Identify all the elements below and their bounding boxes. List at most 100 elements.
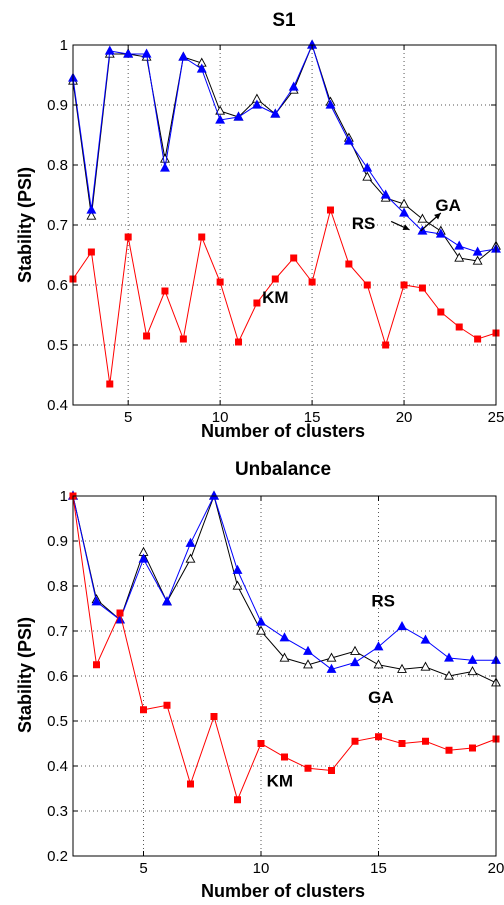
data-point-rs <box>343 135 354 145</box>
data-point-rs <box>251 99 262 109</box>
y-tick-label: 0.2 <box>47 848 68 865</box>
data-point-ga <box>279 652 290 662</box>
data-point-rs <box>472 246 483 256</box>
data-point-km <box>163 701 171 709</box>
data-point-ga <box>444 670 454 680</box>
data-point-km <box>281 753 288 761</box>
data-point-km <box>351 737 359 745</box>
data-point-km <box>304 764 312 772</box>
data-point-rs <box>162 596 172 606</box>
data-point-rs <box>279 632 290 642</box>
data-point-km <box>326 206 334 214</box>
annotation-ga: GA <box>368 688 394 707</box>
chart-s1: S1 Number of clusters Stability (PSI) 5 1… <box>15 10 504 441</box>
data-point-km <box>418 284 426 292</box>
data-point-km <box>87 248 95 256</box>
data-point-km <box>437 308 445 316</box>
x-axis-label: Number of clusters <box>201 881 365 901</box>
data-point-rs <box>159 162 170 172</box>
y-tick-label: 0.4 <box>47 758 68 775</box>
data-point-ga <box>467 666 478 676</box>
data-point-km <box>328 767 335 774</box>
series-line-km <box>72 208 497 385</box>
data-point-rs <box>362 162 373 172</box>
data-point-ga <box>454 252 465 262</box>
data-point-ga <box>420 661 431 671</box>
data-point-km <box>469 744 476 752</box>
data-point-rs <box>288 81 299 91</box>
annotation-km: KM <box>267 771 293 790</box>
data-point-rs <box>178 51 189 61</box>
annotation-km: KM <box>262 288 288 307</box>
x-tick-label: 15 <box>304 409 321 426</box>
data-point-rs <box>444 652 454 662</box>
data-point-ga <box>417 213 428 223</box>
data-point-ga <box>185 553 196 563</box>
y-tick-label: 0.5 <box>47 713 68 730</box>
data-point-km <box>106 380 114 388</box>
y-tick-label: 0.9 <box>47 533 68 550</box>
annotation-rs: RS <box>371 591 395 610</box>
data-point-rs <box>380 189 391 199</box>
data-point-rs <box>185 537 196 547</box>
data-point-ga <box>472 255 483 265</box>
data-point-rs <box>467 654 478 664</box>
y-tick-label: 0.6 <box>47 668 68 685</box>
data-point-rs <box>326 663 337 673</box>
data-point-rs <box>232 564 243 574</box>
y-tick-label: 0.9 <box>47 97 68 114</box>
y-tick-label: 0.6 <box>47 277 68 294</box>
y-tick-label: 0.7 <box>47 217 68 234</box>
data-point-ga <box>215 105 226 115</box>
data-point-ga <box>373 659 384 669</box>
data-point-km <box>271 275 279 283</box>
data-point-rs <box>350 657 360 667</box>
data-point-km <box>375 733 382 741</box>
data-point-km <box>116 609 124 617</box>
data-point-rs <box>123 48 134 58</box>
data-point-rs <box>373 641 384 651</box>
data-point-rs <box>435 228 446 238</box>
data-point-km <box>198 233 206 241</box>
y-axis-label: Stability (PSI) <box>15 617 35 733</box>
y-tick-label: 0.3 <box>47 803 68 820</box>
data-point-km <box>455 323 463 331</box>
data-point-km <box>234 796 241 804</box>
y-tick-label: 0.7 <box>47 623 68 640</box>
data-point-rs <box>138 553 149 563</box>
data-point-rs <box>417 225 428 235</box>
data-point-km <box>400 281 408 289</box>
y-tick-label: 0.8 <box>47 157 68 174</box>
data-point-km <box>345 260 353 268</box>
data-point-km <box>235 338 243 346</box>
chart-title: Unbalance <box>235 459 331 480</box>
data-point-rs <box>141 48 152 58</box>
x-tick-label: 5 <box>124 409 132 426</box>
annotation-ga: GA <box>435 196 461 215</box>
data-point-km <box>161 287 169 295</box>
data-point-km <box>382 341 390 349</box>
y-tick-label: 0.5 <box>47 337 68 354</box>
data-point-km <box>398 740 406 747</box>
data-point-km <box>257 740 265 747</box>
data-point-rs <box>270 108 281 118</box>
x-tick-label: 10 <box>212 409 229 426</box>
data-point-ga <box>256 625 266 635</box>
data-point-km <box>124 233 132 241</box>
data-point-rs <box>303 645 313 655</box>
chart-title: S1 <box>272 10 296 31</box>
data-point-ga <box>86 210 97 220</box>
data-point-ga <box>232 580 243 590</box>
x-tick-label: 25 <box>488 409 504 426</box>
data-point-ga <box>397 663 407 673</box>
arrow-head <box>434 213 441 220</box>
arrow-head <box>402 224 410 230</box>
data-point-ga <box>399 198 410 208</box>
data-point-km <box>308 278 316 286</box>
plot-area <box>73 496 496 856</box>
data-point-km <box>179 335 187 343</box>
chart-unbalance: Unbalance Number of clusters Stability (… <box>15 459 504 901</box>
x-axis-label: Number of clusters <box>201 421 365 441</box>
y-tick-label: 1 <box>60 37 68 54</box>
